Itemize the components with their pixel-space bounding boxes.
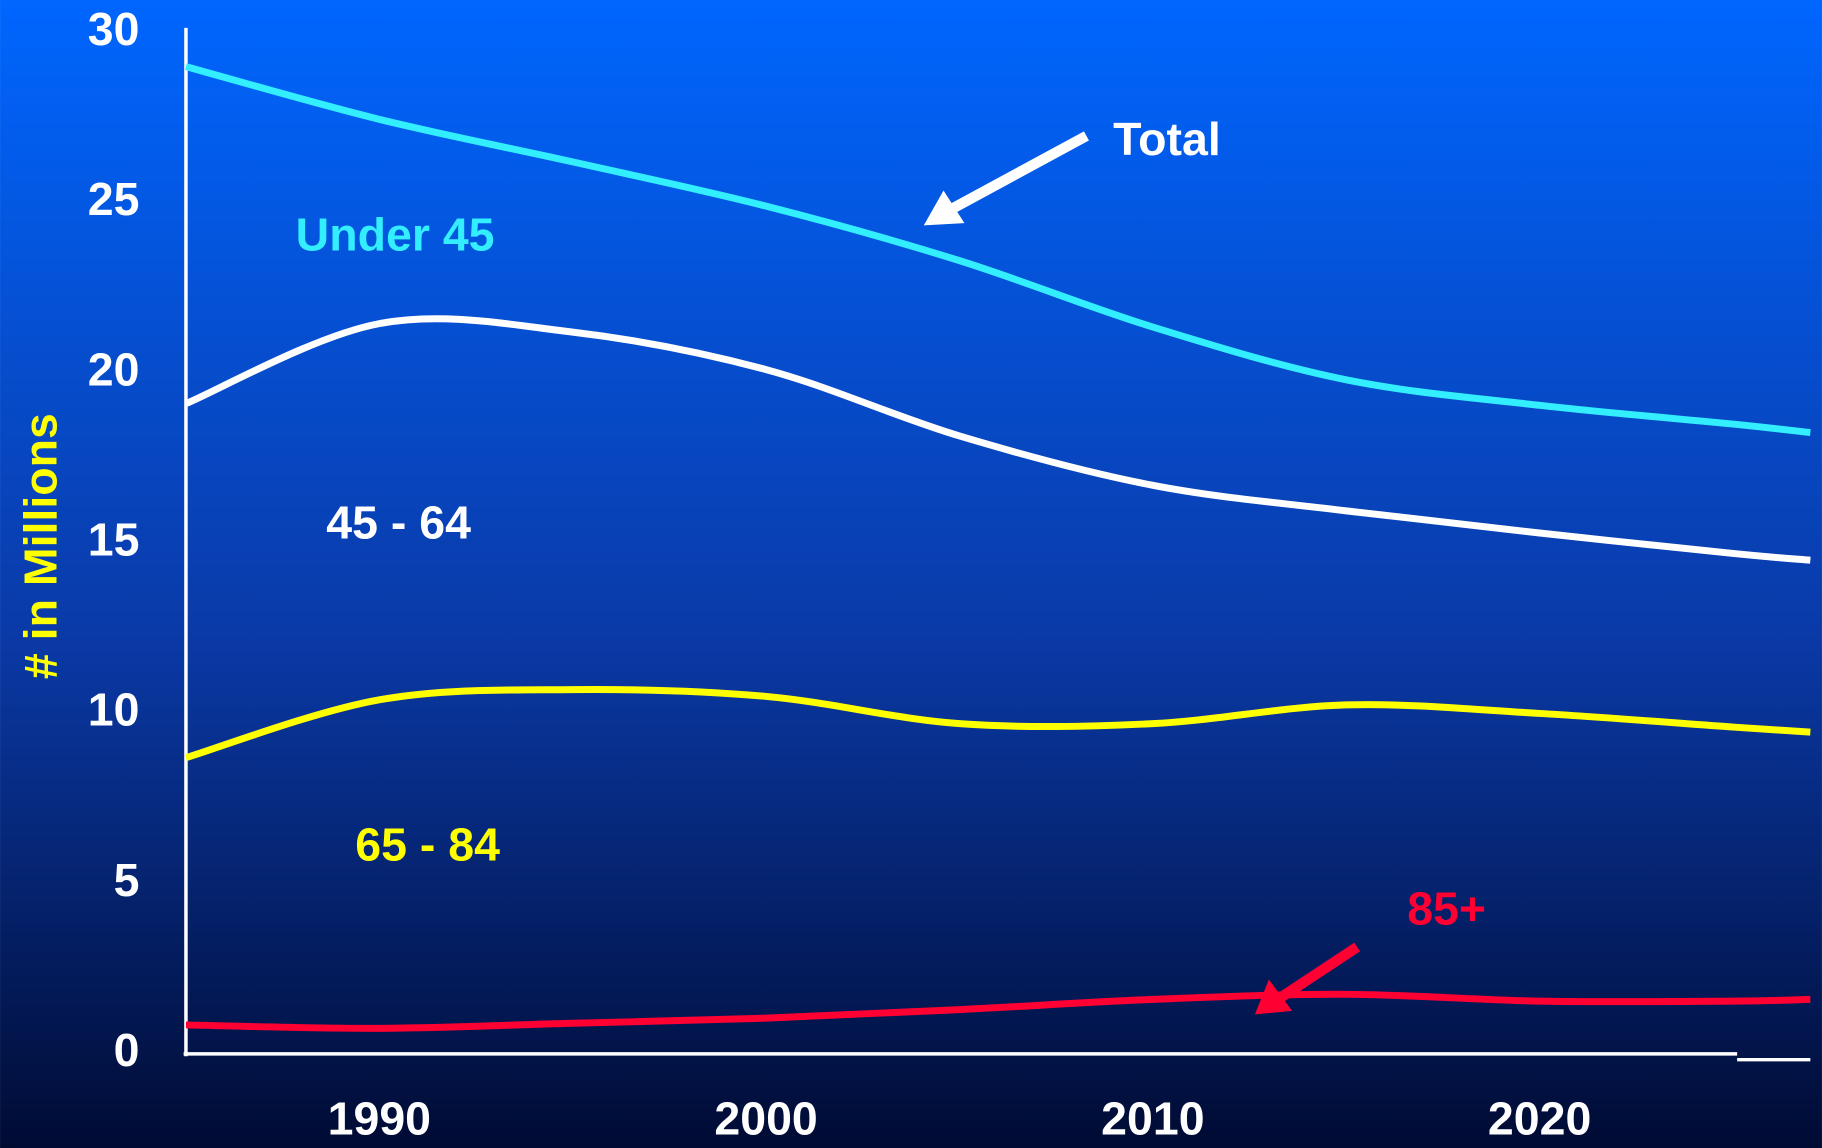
series-label: 45 - 64: [326, 497, 471, 549]
series-label: 85+: [1407, 882, 1486, 934]
x-tick-label: 2020: [1488, 1093, 1591, 1145]
series-line: [185, 990, 1811, 1032]
series-label: Under 45: [296, 208, 495, 260]
series-line: [184, 315, 1811, 564]
series-line: [184, 686, 1811, 762]
total-arrow: [923, 131, 1089, 226]
y-tick-label: 0: [114, 1024, 140, 1076]
y-axis-label: # in Millions: [14, 413, 66, 679]
x-tick-label: 2010: [1101, 1093, 1204, 1145]
series-label: 65 - 84: [355, 818, 500, 870]
x-tick-label: 1990: [328, 1093, 431, 1145]
x-tick-label: 2000: [714, 1093, 817, 1145]
y-tick-label: 5: [114, 854, 140, 906]
y-tick-label: 20: [88, 343, 140, 395]
y-tick-label: 15: [88, 513, 140, 565]
y-tick-label: 10: [88, 684, 140, 736]
annotation: Total: [1113, 113, 1221, 165]
y-tick-label: 30: [88, 3, 140, 55]
series-line: [185, 63, 1811, 437]
y-tick-label: 25: [88, 173, 140, 225]
